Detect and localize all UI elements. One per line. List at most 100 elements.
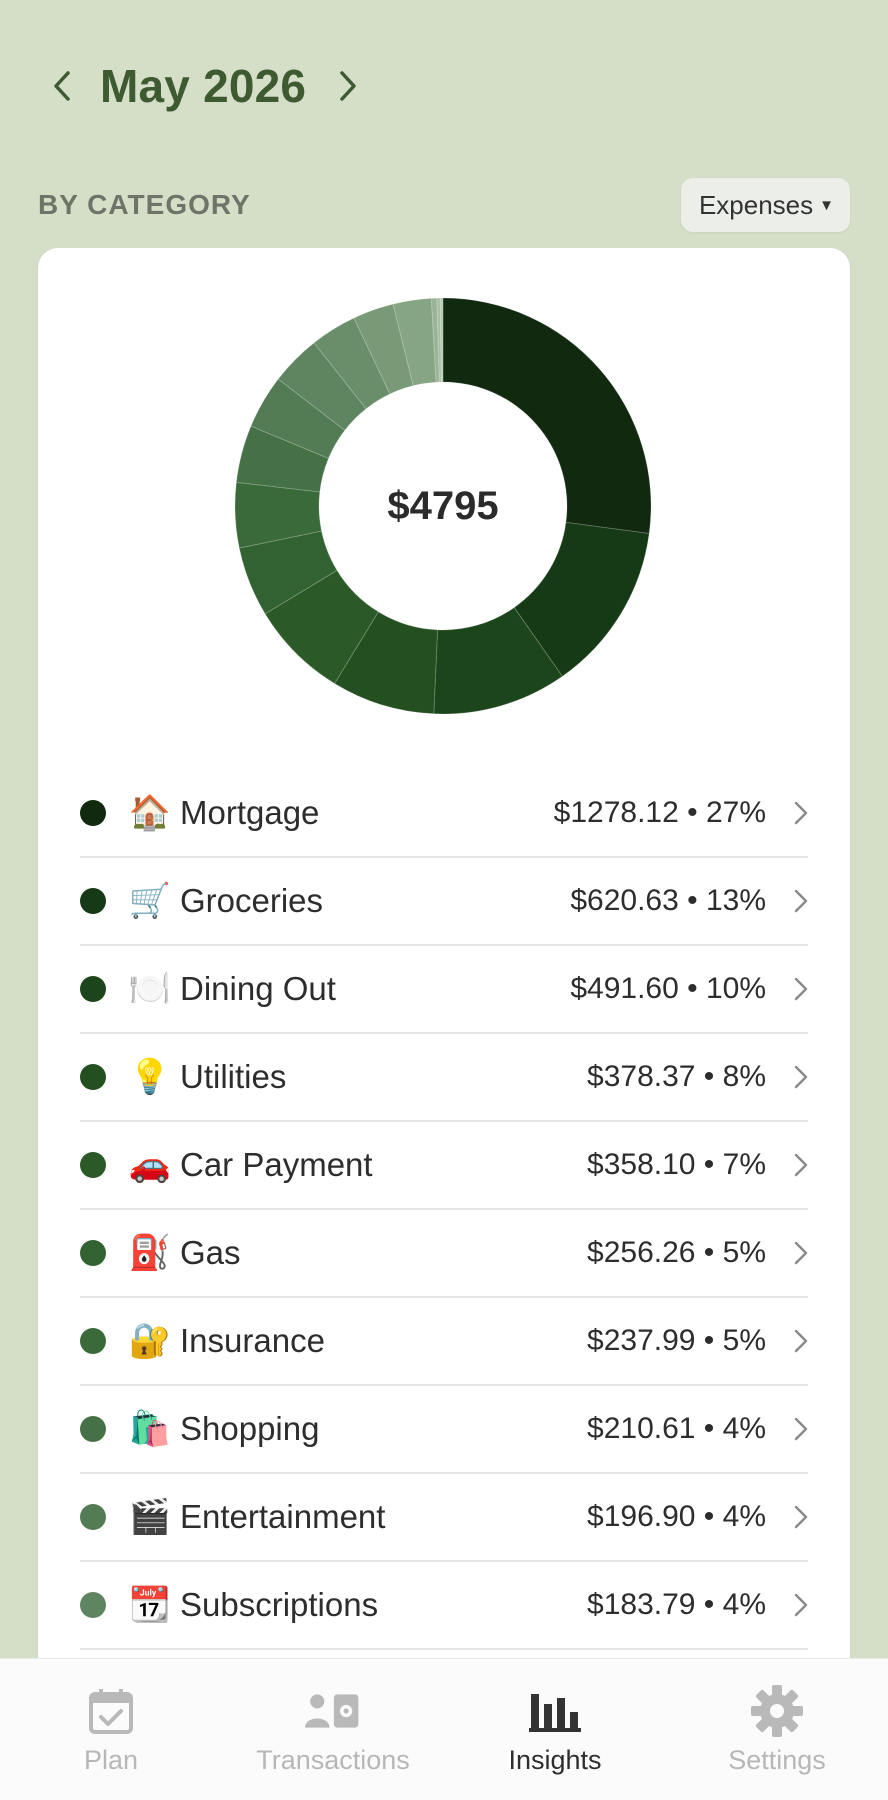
category-row[interactable]: 💡 Utilities $378.37 • 8% <box>80 1034 808 1122</box>
type-filter-dropdown[interactable]: Expenses ▼ <box>680 178 850 232</box>
donut-slice <box>353 303 414 395</box>
category-color-dot <box>80 888 106 914</box>
donut-slice <box>442 297 652 535</box>
donut-slice <box>433 606 564 715</box>
category-amount: $620.63 • 13% <box>570 884 766 917</box>
category-emoji-icon: 📆 <box>128 1585 172 1625</box>
category-name: Subscriptions <box>180 1586 379 1623</box>
category-row[interactable]: 🏠 Mortgage $1278.12 • 27% <box>80 770 808 858</box>
chevron-right-icon <box>340 71 356 101</box>
section-header: BY CATEGORY Expenses ▼ <box>38 178 850 232</box>
category-emoji-icon: 🏠 <box>128 793 172 833</box>
donut-slice <box>313 317 391 410</box>
calendar-check-icon <box>83 1683 139 1739</box>
category-name: Groceries <box>180 882 324 919</box>
category-emoji-icon: 🛍️ <box>128 1409 172 1449</box>
category-name: Shopping <box>180 1410 320 1447</box>
category-color-dot <box>80 1328 106 1354</box>
category-color-dot <box>80 800 106 826</box>
donut-chart: $4795 <box>233 296 653 716</box>
tab-label: Plan <box>83 1745 139 1775</box>
tab-plan[interactable]: Plan <box>0 1659 222 1800</box>
category-row[interactable]: 🛒 Groceries $620.63 • 13% <box>80 858 808 946</box>
tab-insights[interactable]: Insights <box>444 1659 666 1800</box>
tab-settings[interactable]: Settings <box>666 1659 888 1800</box>
category-emoji-icon: 🍽️ <box>128 969 172 1009</box>
category-row[interactable]: 🚗 Car Payment $358.10 • 7% <box>80 1122 808 1210</box>
donut-slice <box>436 297 442 383</box>
category-card: $4795 🏠 Mortgage $1278.12 • 27% 🛒 Groceries $… <box>38 248 850 1800</box>
transactions-icon <box>305 1683 361 1739</box>
tab-transactions[interactable]: Transactions <box>222 1659 444 1800</box>
tab-label: Insights <box>508 1745 602 1775</box>
category-name: Utilities <box>180 1058 287 1095</box>
donut-slice <box>234 481 323 549</box>
category-amount: $196.90 • 4% <box>587 1500 766 1533</box>
category-color-dot <box>80 1416 106 1442</box>
category-color-dot <box>80 1504 106 1530</box>
gear-icon <box>749 1683 805 1739</box>
type-filter-value: Expenses <box>698 189 814 220</box>
category-amount: $378.37 • 8% <box>587 1060 766 1093</box>
category-color-dot <box>80 1152 106 1178</box>
next-month-button[interactable] <box>324 50 372 122</box>
category-row[interactable]: ⛽ Gas $256.26 • 5% <box>80 1210 808 1298</box>
category-row[interactable]: 🛍️ Shopping $210.61 • 4% <box>80 1386 808 1474</box>
category-row[interactable]: 🎬 Entertainment $196.90 • 4% <box>80 1474 808 1562</box>
category-color-dot <box>80 1240 106 1266</box>
chevron-right-icon <box>774 1409 808 1449</box>
chevron-left-icon <box>54 71 70 101</box>
category-color-dot <box>80 1592 106 1618</box>
donut-slice <box>513 521 650 678</box>
section-label: BY CATEGORY <box>38 189 251 220</box>
donut-slice <box>439 297 444 383</box>
category-amount: $210.61 • 4% <box>587 1412 766 1445</box>
category-color-dot <box>80 1064 106 1090</box>
tab-label: Transactions <box>256 1745 410 1775</box>
category-amount: $1278.12 • 27% <box>553 796 766 829</box>
category-emoji-icon: 🚗 <box>128 1145 172 1185</box>
chevron-right-icon <box>774 969 808 1009</box>
category-amount: $256.26 • 5% <box>587 1236 766 1269</box>
bar-chart-icon <box>527 1683 583 1739</box>
bottom-tab-bar: Plan Transactions Insights Settings <box>0 1658 888 1800</box>
donut-slice <box>430 297 440 383</box>
category-emoji-icon: ⛽ <box>128 1233 172 1273</box>
category-name: Dining Out <box>180 970 336 1007</box>
prev-month-button[interactable] <box>38 50 86 122</box>
category-emoji-icon: 💡 <box>128 1057 172 1097</box>
category-list: 🏠 Mortgage $1278.12 • 27% 🛒 Groceries $620.63… <box>80 770 808 1650</box>
category-color-dot <box>80 976 106 1002</box>
category-amount: $358.10 • 7% <box>587 1148 766 1181</box>
chevron-right-icon <box>774 1057 808 1097</box>
chevron-right-icon <box>774 1145 808 1185</box>
chevron-right-icon <box>774 793 808 833</box>
chevron-right-icon <box>774 1497 808 1537</box>
chevron-right-icon <box>774 1585 808 1625</box>
donut-slice <box>333 611 439 715</box>
chevron-right-icon <box>774 1321 808 1361</box>
category-row[interactable]: 🍽️ Dining Out $491.60 • 10% <box>80 946 808 1034</box>
caret-down-icon: ▼ <box>819 196 834 214</box>
category-row[interactable]: 🔐 Insurance $237.99 • 5% <box>80 1298 808 1386</box>
month-navigator: May 2026 <box>38 50 372 122</box>
category-amount: $183.79 • 4% <box>587 1588 766 1621</box>
category-row[interactable]: 📆 Subscriptions $183.79 • 4% <box>80 1562 808 1650</box>
category-name: Gas <box>180 1234 241 1271</box>
category-emoji-icon: 🔐 <box>128 1321 172 1361</box>
category-name: Car Payment <box>180 1146 373 1183</box>
category-emoji-icon: 🛒 <box>128 881 172 921</box>
tab-label: Settings <box>728 1745 826 1775</box>
category-name: Insurance <box>180 1322 325 1359</box>
category-amount: $237.99 • 5% <box>587 1324 766 1357</box>
chevron-right-icon <box>774 881 808 921</box>
category-name: Entertainment <box>180 1498 386 1535</box>
donut-slice <box>235 425 330 493</box>
category-emoji-icon: 🎬 <box>128 1497 172 1537</box>
month-title: May 2026 <box>100 60 307 112</box>
category-amount: $491.60 • 10% <box>570 972 766 1005</box>
donut-slice <box>238 530 338 615</box>
category-name: Mortgage <box>180 794 320 831</box>
chevron-right-icon <box>774 1233 808 1273</box>
